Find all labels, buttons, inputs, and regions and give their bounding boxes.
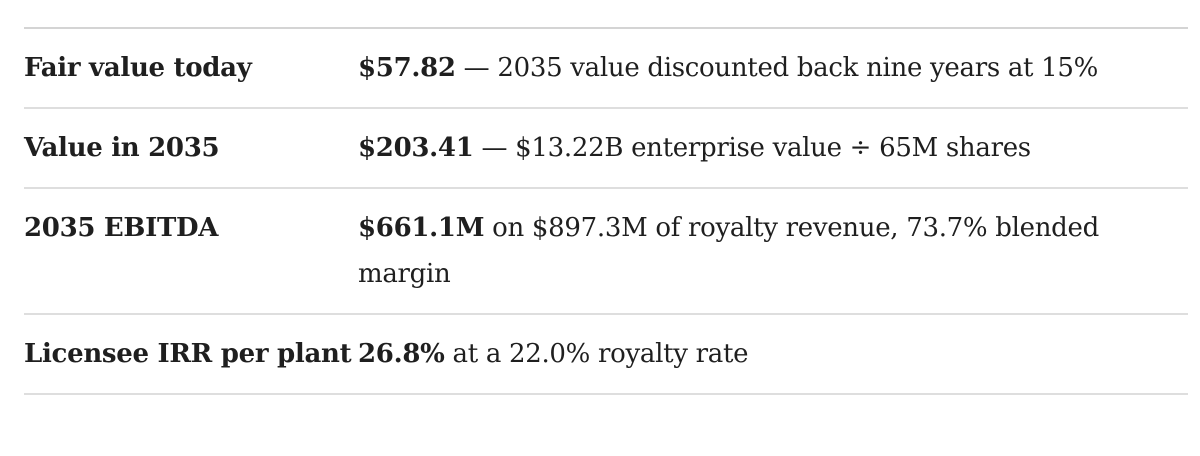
row-value-detail: 2035 value discounted back nine years at… [497, 53, 1099, 83]
table-row: Value in 2035 $203.41 — $13.22B enterpri… [24, 108, 1188, 189]
table-row: Licensee IRR per plant 26.8% at a 22.0% … [24, 314, 1188, 395]
row-value-detail: at a 22.0% royalty rate [452, 339, 749, 369]
valuation-summary-table: Fair value today $57.82 — 2035 value dis… [24, 27, 1188, 395]
row-value: $57.82 — 2035 value discounted back nine… [358, 28, 1188, 109]
row-value-figure: 26.8% [358, 339, 445, 369]
table-row: 2035 EBITDA $661.1M on $897.3M of royalt… [24, 188, 1188, 315]
row-label: 2035 EBITDA [24, 188, 358, 315]
row-value: $661.1M on $897.3M of royalty revenue, 7… [358, 188, 1188, 315]
row-label: Licensee IRR per plant [24, 314, 358, 395]
row-separator: — [473, 133, 516, 163]
row-separator: — [455, 53, 498, 83]
row-value: $203.41 — $13.22B enterprise value ÷ 65M… [358, 108, 1188, 189]
row-separator [445, 339, 453, 369]
row-value-figure: $203.41 [358, 133, 474, 163]
row-label: Value in 2035 [24, 108, 358, 189]
row-value-detail: $13.22B enterprise value ÷ 65M shares [515, 133, 1031, 163]
row-value-figure: $661.1M [358, 213, 485, 243]
row-value: 26.8% at a 22.0% royalty rate [358, 314, 1188, 395]
row-value-detail: on $897.3M of royalty revenue, 73.7% ble… [358, 213, 1099, 289]
row-value-figure: $57.82 [358, 53, 456, 83]
table-row: Fair value today $57.82 — 2035 value dis… [24, 28, 1188, 109]
row-separator [484, 213, 492, 243]
row-label: Fair value today [24, 28, 358, 109]
